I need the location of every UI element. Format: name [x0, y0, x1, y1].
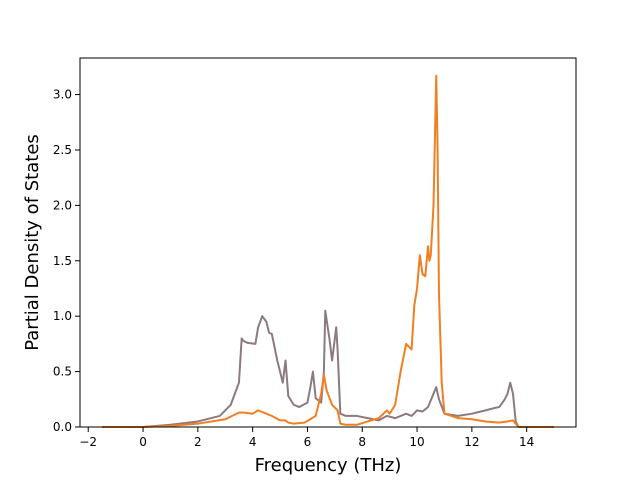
- x-tick-label: 2: [194, 435, 202, 449]
- x-tick-label: −2: [79, 435, 97, 449]
- y-axis-ticks: 0.0 0.5 1.0 1.5 2.0 2.5 3.0: [53, 88, 80, 434]
- y-tick-label: 1.0: [53, 309, 72, 323]
- plot-frame: [79, 57, 577, 428]
- x-tick-label: 14: [519, 435, 534, 449]
- y-tick-label: 1.5: [53, 254, 72, 268]
- x-axis-ticks: −2 0 2 4 6 8 10 12 14: [79, 427, 534, 449]
- x-axis-label: Frequency (THz): [255, 455, 402, 476]
- x-tick-label: 10: [409, 435, 424, 449]
- y-tick-label: 2.0: [53, 198, 72, 212]
- y-tick-label: 0.5: [53, 365, 72, 379]
- x-tick-label: 8: [358, 435, 366, 449]
- plot-area: [80, 58, 576, 427]
- series-line-1: [101, 309, 555, 428]
- series-line-2: [101, 74, 555, 428]
- y-tick-label: 3.0: [53, 88, 72, 102]
- y-tick-label: 2.5: [53, 143, 72, 157]
- series-layer: [101, 74, 555, 428]
- x-tick-label: 12: [464, 435, 479, 449]
- y-axis-label: Partial Density of States: [22, 134, 43, 351]
- y-tick-label: 0.0: [53, 420, 72, 434]
- x-tick-label: 0: [139, 435, 147, 449]
- x-tick-label: 6: [304, 435, 312, 449]
- x-tick-label: 4: [249, 435, 257, 449]
